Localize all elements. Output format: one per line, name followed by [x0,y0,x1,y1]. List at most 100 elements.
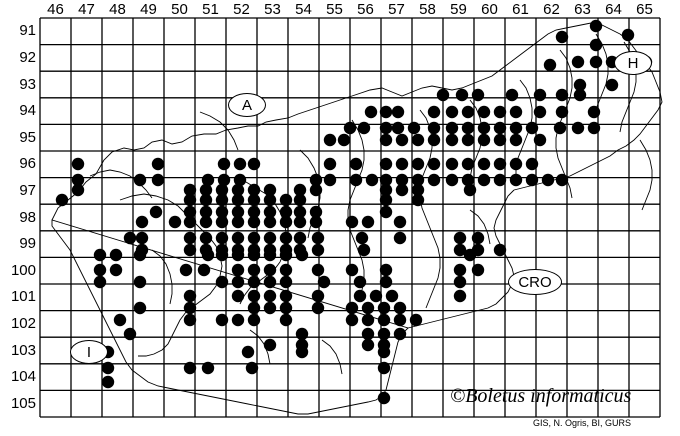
occurrence-dot [461,133,475,147]
occurrence-dot [477,121,491,135]
occurrence-dot [365,173,379,187]
row-label: 98 [19,208,36,226]
column-label: 52 [233,1,250,18]
occurrence-dot [427,157,441,171]
occurrence-dot [377,345,391,359]
occurrence-dot [555,88,569,102]
occurrence-dot [247,263,261,277]
occurrence-dot [279,289,293,303]
row-label: 94 [19,102,36,120]
country-label-cro: CRO [508,269,562,295]
occurrence-dot [379,193,393,207]
occurrence-dot [231,289,245,303]
occurrence-dot [395,157,409,171]
occurrence-dot [231,193,245,207]
occurrence-dot [587,105,601,119]
occurrence-dot [109,263,123,277]
occurrence-dot [364,105,378,119]
occurrence-dot [293,205,307,219]
occurrence-dot [93,248,107,262]
country-label-i-text: I [86,343,92,361]
occurrence-dot [453,263,467,277]
occurrence-dot [323,157,337,171]
occurrence-dot [589,38,603,52]
occurrence-dot [493,173,507,187]
occurrence-dot [355,231,369,245]
row-label: 93 [19,75,36,93]
occurrence-dot [247,215,261,229]
occurrence-dot [247,289,261,303]
occurrence-dot [279,275,293,289]
occurrence-dot [463,248,477,262]
occurrence-dot [461,157,475,171]
occurrence-dot [379,183,393,197]
row-label: 92 [19,48,36,66]
occurrence-dot [231,231,245,245]
occurrence-dot [215,275,229,289]
occurrence-dot [123,231,137,245]
occurrence-dot [309,183,323,197]
occurrence-dot [279,248,293,262]
occurrence-dot [379,275,393,289]
occurrence-dot [543,58,557,72]
occurrence-dot [311,243,325,257]
column-label: 64 [605,1,622,18]
occurrence-dot [293,231,307,245]
occurrence-dot [377,313,391,327]
occurrence-dot [215,183,229,197]
column-label: 58 [419,1,436,18]
occurrence-dot [231,313,245,327]
occurrence-dot [263,263,277,277]
column-label: 53 [264,1,281,18]
column-label: 59 [450,1,467,18]
occurrence-dot [215,313,229,327]
column-label: 60 [481,1,498,18]
occurrence-dot [393,313,407,327]
occurrence-dot [183,361,197,375]
occurrence-dot [183,215,197,229]
occurrence-dot [168,215,182,229]
column-label: 46 [47,1,64,18]
row-label: 95 [19,128,36,146]
occurrence-dot [571,55,585,69]
occurrence-dot [541,173,555,187]
occurrence-dot [525,173,539,187]
occurrence-dot [123,327,137,341]
occurrence-dot [379,173,393,187]
occurrence-dot [361,338,375,352]
occurrence-dot [621,28,635,42]
occurrence-dot [71,157,85,171]
occurrence-dot [231,248,245,262]
occurrence-dot [533,88,547,102]
occurrence-dot [369,289,383,303]
occurrence-dot [509,133,523,147]
occurrence-dot [215,231,229,245]
row-label: 103 [10,341,36,359]
occurrence-dot [217,173,231,187]
occurrence-dot [93,263,107,277]
occurrence-dot [295,345,309,359]
occurrence-dot [477,133,491,147]
occurrence-dot [133,301,147,315]
occurrence-dot [571,121,585,135]
occurrence-dot [311,289,325,303]
occurrence-dot [183,313,197,327]
occurrence-dot [393,301,407,315]
occurrence-dot [247,205,261,219]
occurrence-dot [353,275,367,289]
column-label: 65 [636,1,653,18]
occurrence-dot [345,313,359,327]
occurrence-dot [461,173,475,187]
occurrence-dot [379,263,393,277]
occurrence-dot [525,121,539,135]
occurrence-dot [395,133,409,147]
occurrence-dot [427,173,441,187]
occurrence-dots [55,19,653,405]
column-label: 54 [295,1,312,18]
occurrence-dot [411,173,425,187]
occurrence-dot [493,157,507,171]
occurrence-dot [357,243,371,257]
occurrence-dot [295,248,309,262]
row-label: 101 [10,288,36,306]
occurrence-dot [247,313,261,327]
